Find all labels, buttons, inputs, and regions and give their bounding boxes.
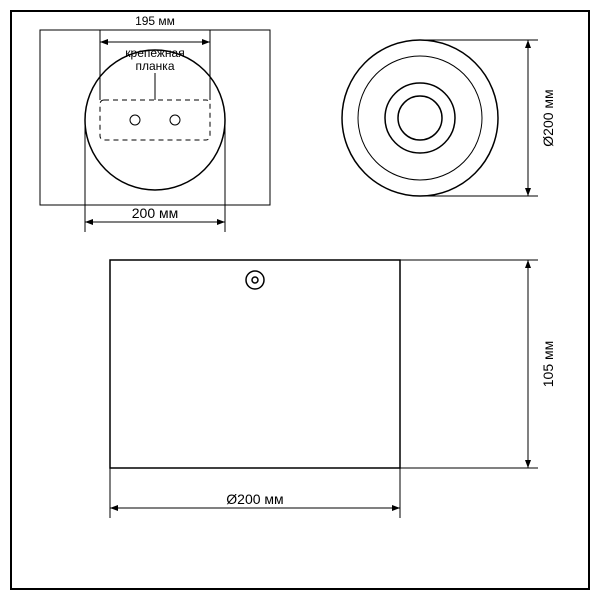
tl-plate-label-2: планка xyxy=(136,59,175,73)
bot-hdim-arr2 xyxy=(525,460,531,468)
tr-inner xyxy=(398,96,442,140)
bot-wdim-label: Ø200 мм xyxy=(226,491,283,507)
bot-wdim-arr1 xyxy=(110,505,118,511)
tl-plate xyxy=(100,100,210,140)
diagram-svg: 195 мм крепежная планка 200 мм Ø200 мм xyxy=(0,0,600,600)
bot-rect xyxy=(110,260,400,468)
bottom-view: Ø200 мм 105 мм xyxy=(110,260,556,518)
bot-circ-outer xyxy=(246,271,264,289)
tl-hole-1 xyxy=(130,115,140,125)
tl-botdim-label: 200 мм xyxy=(132,205,179,221)
bot-wdim-arr2 xyxy=(392,505,400,511)
tr-dim-arr2 xyxy=(525,188,531,196)
top-right-view: Ø200 мм xyxy=(342,40,556,196)
tl-topdim-arr1 xyxy=(100,39,108,45)
tr-dim-label: Ø200 мм xyxy=(540,89,556,146)
tl-topdim-label: 195 мм xyxy=(135,14,175,28)
tl-plate-label-1: крепежная xyxy=(125,46,184,60)
bot-hdim-label: 105 мм xyxy=(540,341,556,388)
tr-outer xyxy=(342,40,498,196)
tl-hole-2 xyxy=(170,115,180,125)
tr-r2 xyxy=(358,56,482,180)
tl-botdim-arr2 xyxy=(217,219,225,225)
bot-hdim-arr1 xyxy=(525,260,531,268)
bot-circ-inner xyxy=(252,277,258,283)
tl-botdim-arr1 xyxy=(85,219,93,225)
tl-topdim-arr2 xyxy=(202,39,210,45)
top-left-view: 195 мм крепежная планка 200 мм xyxy=(40,14,270,232)
tr-dim-arr1 xyxy=(525,40,531,48)
tr-r3 xyxy=(385,83,455,153)
